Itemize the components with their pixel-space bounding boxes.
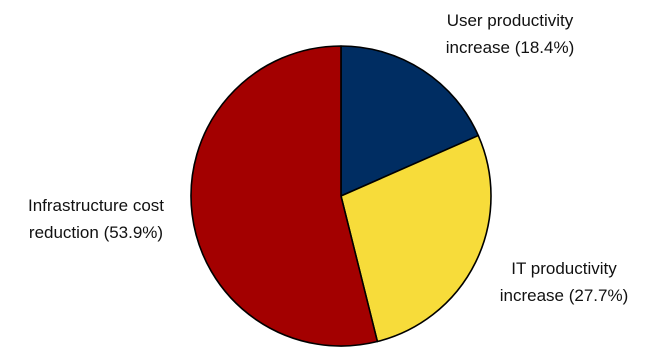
- pie-slice-label-line: User productivity: [447, 11, 574, 30]
- pie-slice-1: [340, 45, 480, 197]
- pie-slice-2: [340, 134, 492, 343]
- pie-slice-label-3: Infrastructure cost reduction (53.9%): [28, 196, 164, 242]
- pie-slice-3: [190, 45, 379, 347]
- pie-slice-label-line: IT productivity: [511, 259, 617, 278]
- pie-slice-label-2: IT productivity increase (27.7%): [500, 259, 629, 305]
- pie-slice-label-line: Infrastructure cost: [28, 196, 164, 215]
- pie-slice-label-line: reduction (53.9%): [29, 223, 163, 242]
- pie-slice-label-line: increase (27.7%): [500, 286, 629, 305]
- pie-slice-label-line: increase (18.4%): [446, 38, 575, 57]
- pie-labels: User productivity increase (18.4%) IT prod…: [28, 11, 628, 305]
- pie-slice-label-1: User productivity increase (18.4%): [446, 11, 575, 57]
- pie-slices: [190, 45, 492, 347]
